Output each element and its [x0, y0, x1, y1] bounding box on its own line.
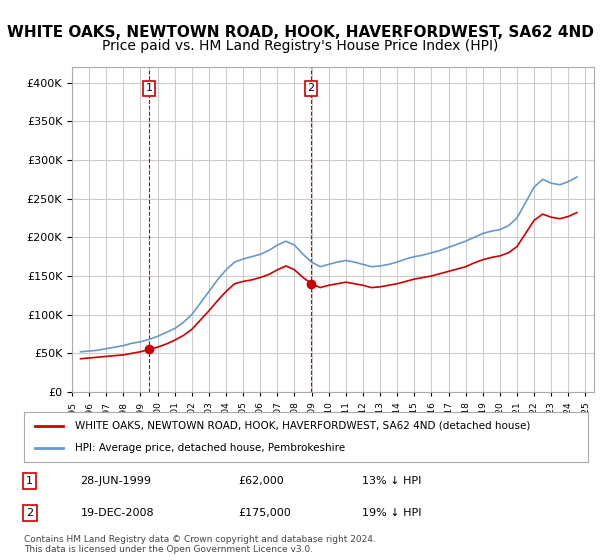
Text: Contains HM Land Registry data © Crown copyright and database right 2024.
This d: Contains HM Land Registry data © Crown c… — [24, 535, 376, 554]
Text: 19% ↓ HPI: 19% ↓ HPI — [362, 508, 422, 518]
Text: 2: 2 — [307, 83, 314, 94]
Text: HPI: Average price, detached house, Pembrokeshire: HPI: Average price, detached house, Pemb… — [75, 443, 345, 453]
Text: £175,000: £175,000 — [238, 508, 291, 518]
Text: WHITE OAKS, NEWTOWN ROAD, HOOK, HAVERFORDWEST, SA62 4ND (detached house): WHITE OAKS, NEWTOWN ROAD, HOOK, HAVERFOR… — [75, 421, 530, 431]
Text: £62,000: £62,000 — [238, 476, 284, 486]
Text: 1: 1 — [145, 83, 152, 94]
Text: 13% ↓ HPI: 13% ↓ HPI — [362, 476, 422, 486]
Text: 1: 1 — [26, 476, 33, 486]
Text: 2: 2 — [26, 508, 33, 518]
Text: 28-JUN-1999: 28-JUN-1999 — [80, 476, 151, 486]
Text: 19-DEC-2008: 19-DEC-2008 — [80, 508, 154, 518]
Text: WHITE OAKS, NEWTOWN ROAD, HOOK, HAVERFORDWEST, SA62 4ND: WHITE OAKS, NEWTOWN ROAD, HOOK, HAVERFOR… — [7, 25, 593, 40]
Text: Price paid vs. HM Land Registry's House Price Index (HPI): Price paid vs. HM Land Registry's House … — [102, 39, 498, 53]
